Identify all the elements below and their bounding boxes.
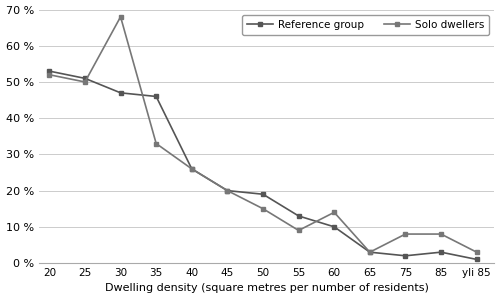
Solo dwellers xyxy=(82,80,88,84)
Line: Solo dwellers: Solo dwellers xyxy=(47,14,479,254)
Reference group xyxy=(224,189,230,192)
Reference group xyxy=(82,77,88,80)
Solo dwellers xyxy=(189,167,195,171)
Solo dwellers xyxy=(296,229,302,232)
X-axis label: Dwelling density (square metres per number of residents): Dwelling density (square metres per numb… xyxy=(104,283,428,293)
Solo dwellers xyxy=(474,250,480,254)
Reference group xyxy=(189,167,195,171)
Legend: Reference group, Solo dwellers: Reference group, Solo dwellers xyxy=(242,15,489,35)
Reference group xyxy=(260,193,266,196)
Reference group xyxy=(118,91,124,94)
Line: Reference group: Reference group xyxy=(47,69,479,262)
Reference group xyxy=(153,95,159,98)
Solo dwellers xyxy=(260,207,266,210)
Solo dwellers xyxy=(118,15,124,19)
Solo dwellers xyxy=(46,73,52,77)
Solo dwellers xyxy=(153,142,159,145)
Reference group xyxy=(46,69,52,73)
Reference group xyxy=(296,214,302,218)
Solo dwellers xyxy=(438,232,444,236)
Solo dwellers xyxy=(367,250,373,254)
Solo dwellers xyxy=(402,232,408,236)
Reference group xyxy=(331,225,337,229)
Reference group xyxy=(474,258,480,261)
Reference group xyxy=(402,254,408,257)
Solo dwellers xyxy=(331,210,337,214)
Reference group xyxy=(438,250,444,254)
Reference group xyxy=(367,250,373,254)
Solo dwellers xyxy=(224,189,230,192)
